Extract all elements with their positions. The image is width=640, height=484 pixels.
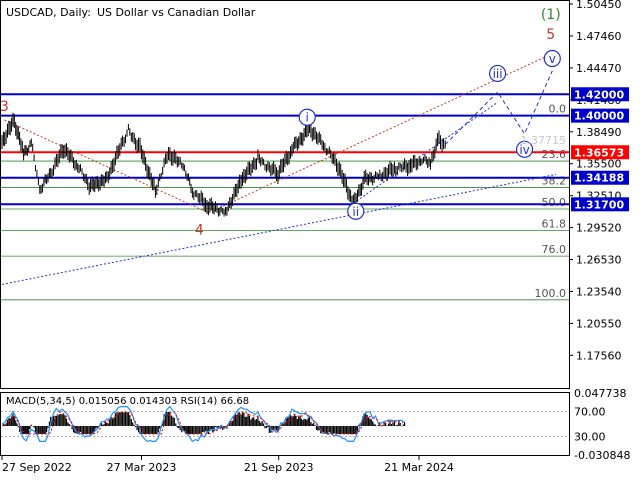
price-tick-label: 1.47460 [576,30,622,43]
wave-label-circle [488,64,507,83]
price-level-label: 1.31700 [574,198,624,211]
time-tick-label: 27 Sep 2022 [2,461,72,474]
price-level-box [571,87,629,102]
fib-label: 23.6 [542,148,567,161]
time-tick-label: 21 Sep 2023 [244,461,314,474]
fib-label: 50.0 [542,196,567,209]
wave-label: (1) [541,7,561,23]
price-tick-label: 1.44470 [576,62,622,75]
chart-symbol: USDCAD, Daily: [6,6,91,19]
macd-signal-line [1,411,404,435]
trend-lines [1,53,557,285]
projection-path [444,70,553,145]
wave-label: v [549,52,556,66]
wave-label: iii [493,67,503,81]
wave-label-circle [515,140,534,158]
wave-label: 4 [195,222,204,238]
time-tick-label: 27 Mar 2023 [107,461,177,474]
fib-label: 0.0 [549,103,567,116]
wave-label: 5 [546,27,555,43]
price-level-box [571,145,629,160]
price-level-label: 1.36573 [574,146,624,159]
price-tick-label: 1.35500 [576,158,622,171]
price-tick-label: 1.29520 [576,222,622,235]
indicator-axis-label: 30.00 [574,430,606,443]
wave-label: i [306,111,309,125]
fib-label: 76.0 [542,243,567,256]
fib-label: 100.0 [535,287,567,300]
wave-label-circle [543,49,561,68]
indicator-label: MACD(5,34,5) 0.015056 0.014303 RSI(14) 6… [6,396,249,407]
current-price-label: 1.37715 [521,134,567,147]
red-trend-line [4,119,209,214]
time-tick-label: 21 Mar 2024 [384,461,454,474]
indicator-axis-label: -0.030848 [574,449,630,462]
indicator-axis-label: 70.00 [574,406,606,419]
wave-label: 3 [0,99,9,115]
main-plot-frame [0,0,570,389]
red-trend-line [208,53,553,214]
price-bars [1,112,446,217]
price-level-label: 1.34188 [574,172,624,185]
price-level-box [571,170,629,185]
price-axis: 1.504501.474601.444701.414801.384901.355… [521,0,629,362]
price-series [1,112,446,217]
price-level-box [571,108,629,123]
chart-description: US Dollar vs Canadian Dollar [97,6,256,19]
wave-label-circle [298,108,316,126]
price-level-box [571,197,629,212]
price-level-label: 1.42000 [574,88,624,101]
indicator-pane: 0.047738 70.00 30.00 -0.030848 [1,387,630,462]
price-tick-label: 1.26530 [576,254,622,267]
price-tick-label: 1.23540 [576,285,622,298]
price-level-label: 1.40000 [574,110,624,123]
fib-label: 61.8 [542,217,567,230]
price-tick-label: 1.50450 [576,0,622,11]
wave-label-circle [347,202,365,220]
wave-label: ii [352,205,359,219]
blue-trend-line [353,102,498,204]
price-tick-label: 1.17560 [576,349,622,362]
rsi-line [1,405,405,443]
time-axis: 27 Sep 2022 27 Mar 2023 21 Sep 2023 21 Mar … [1,455,454,474]
wave-label: iv [519,143,529,157]
price-tick-label: 1.38490 [576,126,622,139]
wave-projection-line [444,70,553,145]
indicator-axis-label: 0.047738 [574,387,627,400]
price-tick-label: 1.20550 [576,317,622,330]
